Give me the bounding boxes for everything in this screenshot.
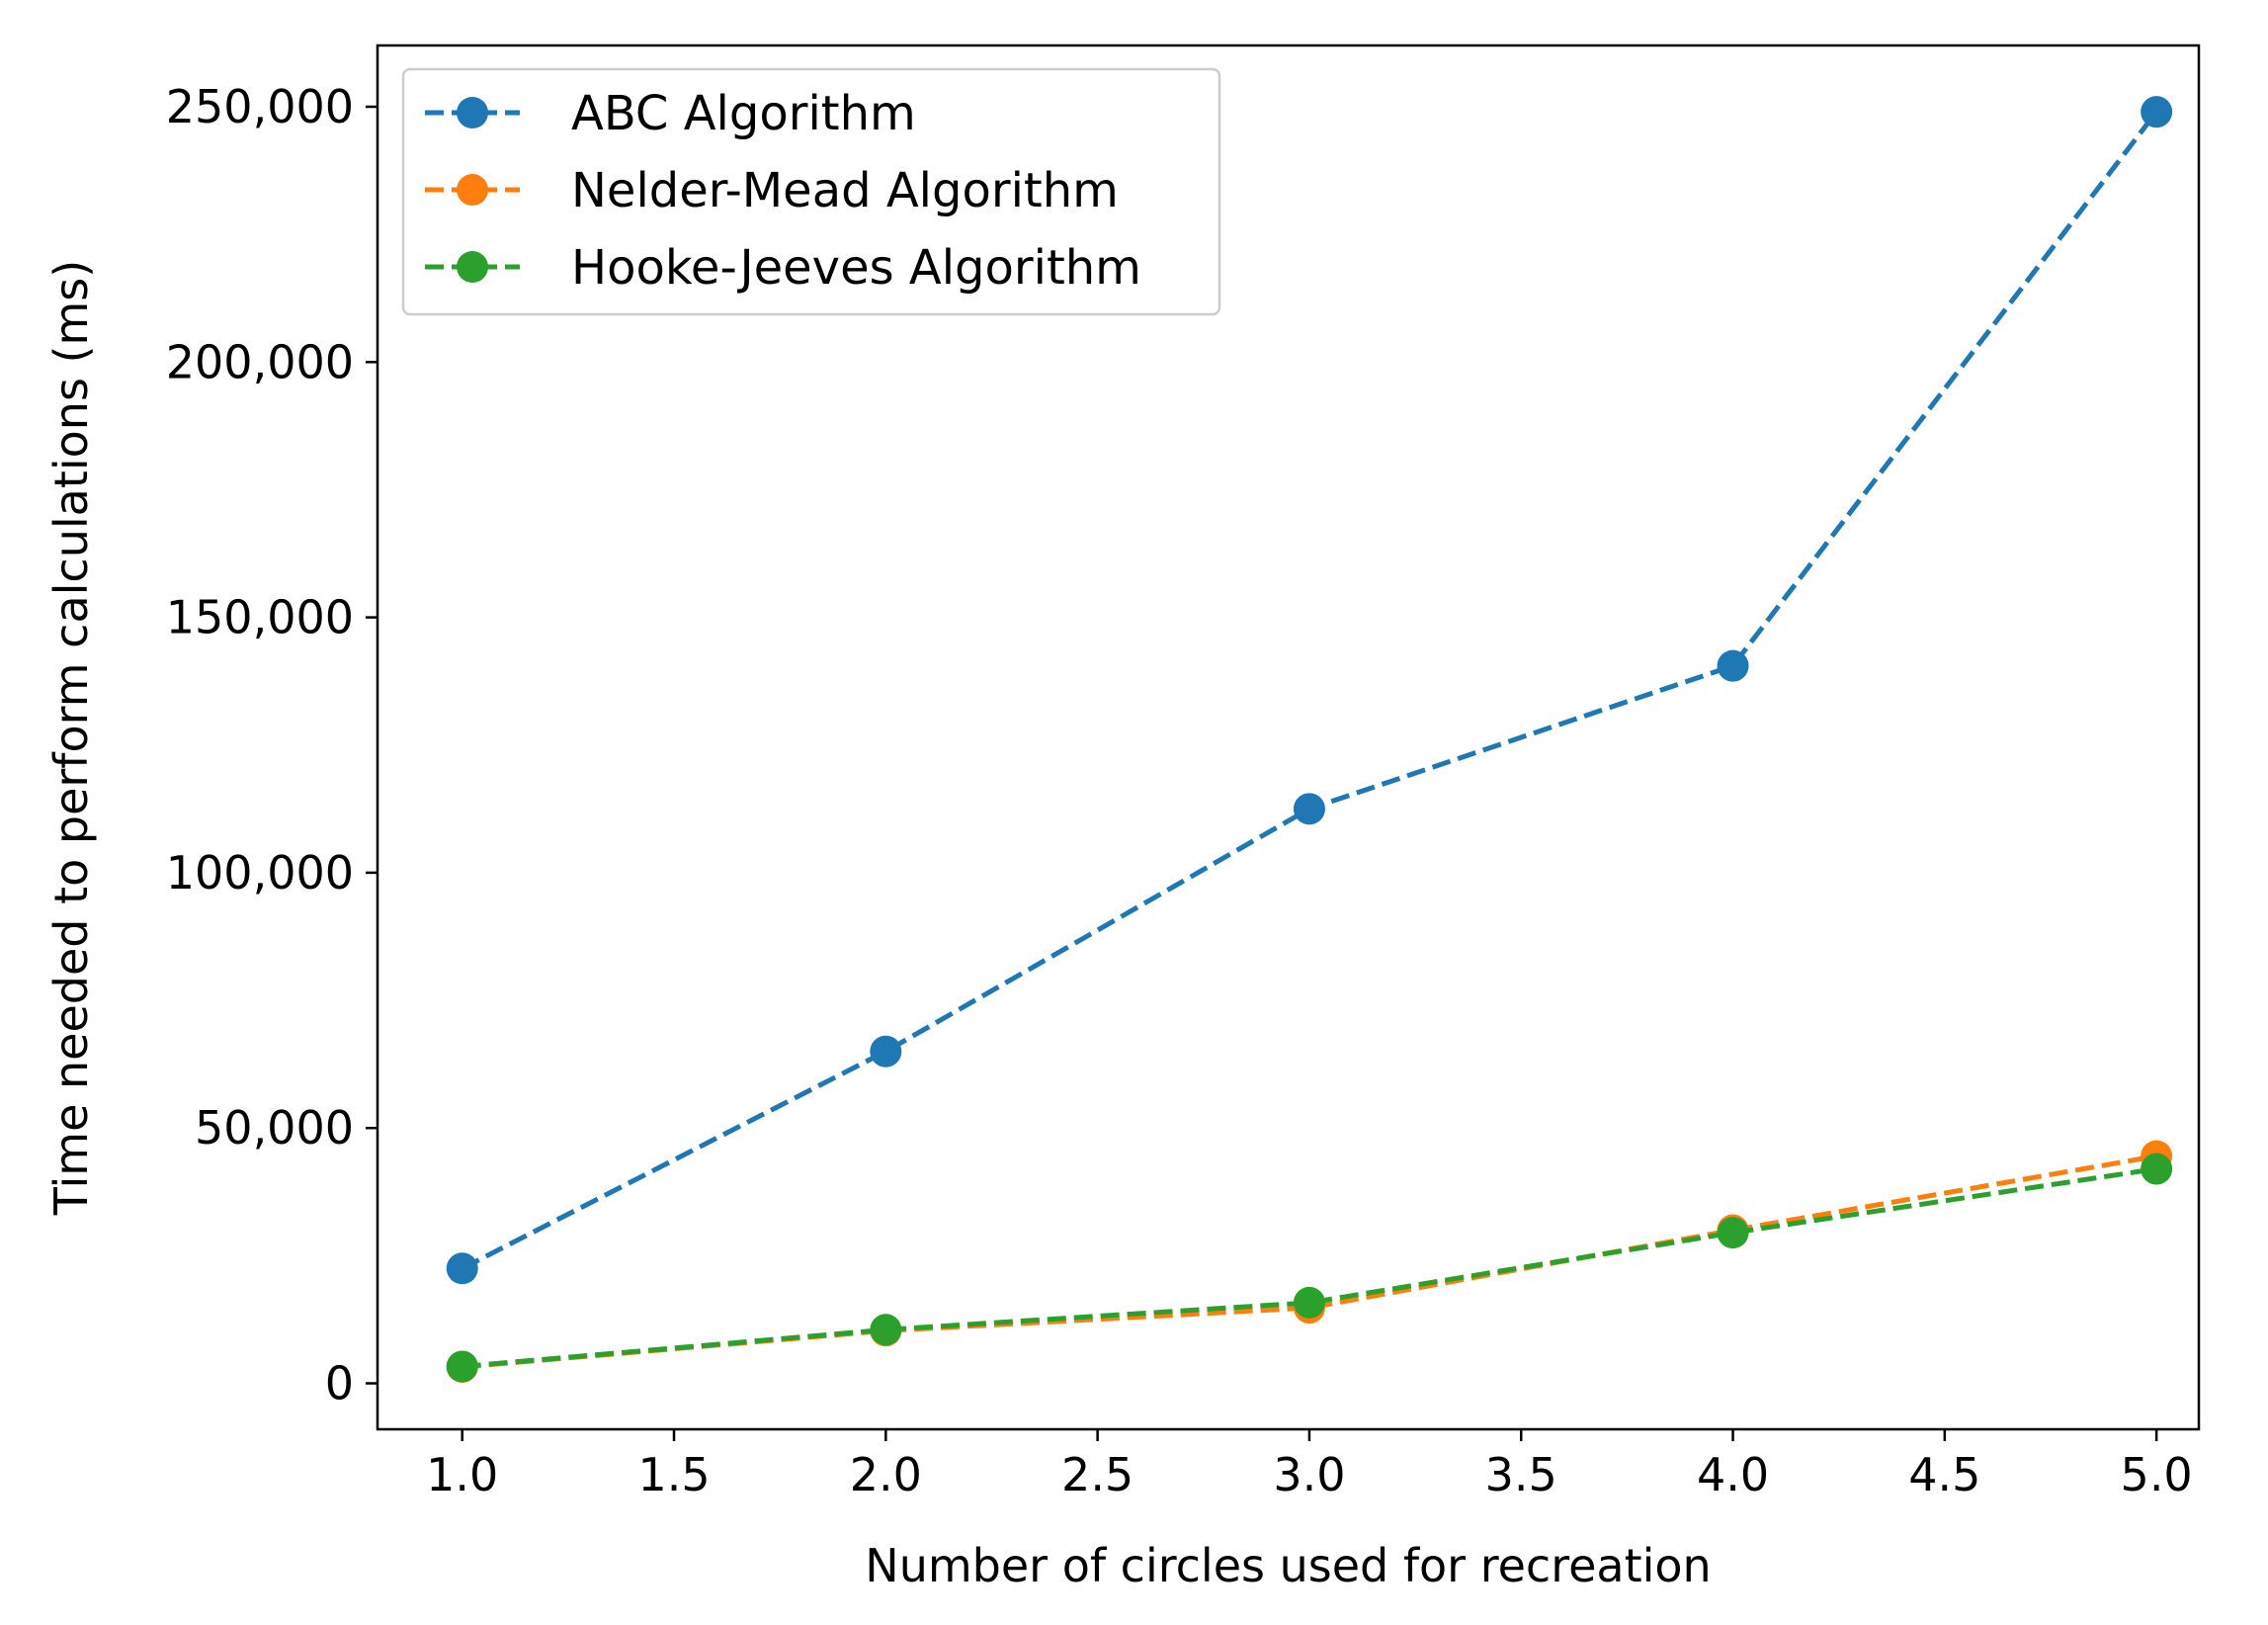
legend-marker — [457, 251, 488, 283]
y-tick-label: 100,000 — [166, 846, 354, 899]
plot-frame — [376, 43, 2201, 1431]
legend-box — [401, 67, 1221, 316]
data-point — [870, 1035, 902, 1068]
x-tick-label: 4.5 — [1908, 1448, 1980, 1501]
data-point — [1293, 793, 1325, 825]
y-tick-label: 200,000 — [166, 335, 354, 388]
y-tick-label: 250,000 — [166, 80, 354, 133]
x-tick-label: 1.5 — [637, 1448, 710, 1501]
x-tick-label: 1.0 — [426, 1448, 498, 1501]
legend-item: Nelder-Mead Algorithm — [425, 163, 1119, 218]
y-tick-label: 0 — [325, 1357, 354, 1411]
legend-label: ABC Algorithm — [571, 86, 916, 141]
data-point — [1717, 649, 1749, 682]
series-abc-algorithm — [446, 96, 2173, 1285]
legend-label: Nelder-Mead Algorithm — [571, 163, 1119, 218]
legend: ABC Algorithm Nelder-Mead Algorithm Hooke-… — [401, 67, 1221, 316]
legend-item: ABC Algorithm — [425, 86, 916, 141]
x-axis: 1.0 1.5 2.0 2.5 3.0 3.5 4.0 4.5 5.0 — [426, 1429, 2193, 1501]
data-point — [870, 1314, 902, 1346]
x-tick-label: 2.5 — [1061, 1448, 1134, 1501]
x-tick-label: 5.0 — [2121, 1448, 2193, 1501]
legend-label: Hooke-Jeeves Algorithm — [571, 240, 1141, 296]
x-tick-label: 2.0 — [850, 1448, 922, 1501]
data-point — [446, 1252, 478, 1285]
series-layer — [446, 96, 2173, 1383]
x-tick-label: 3.5 — [1485, 1448, 1557, 1501]
series-line — [462, 1166, 2157, 1369]
data-point — [2141, 1153, 2173, 1185]
x-axis-title: Number of circles used for recreation — [865, 1539, 1711, 1592]
y-axis-title: Time needed to perform calculations (ms) — [44, 260, 98, 1216]
legend-marker — [457, 97, 488, 128]
data-point — [1717, 1217, 1749, 1249]
legend-item: Hooke-Jeeves Algorithm — [425, 240, 1141, 296]
x-tick-label: 3.0 — [1273, 1448, 1345, 1501]
data-point — [1293, 1286, 1325, 1319]
y-tick-label: 50,000 — [195, 1101, 354, 1155]
x-tick-label: 4.0 — [1697, 1448, 1769, 1501]
data-point — [446, 1350, 478, 1383]
y-axis: 0 50,000 100,000 150,000 200,000 250,000 — [166, 80, 378, 1411]
legend-marker — [457, 174, 488, 206]
series-hooke-jeeves-algorithm — [446, 1153, 2173, 1383]
y-tick-label: 150,000 — [166, 591, 354, 644]
data-point — [2141, 96, 2173, 128]
